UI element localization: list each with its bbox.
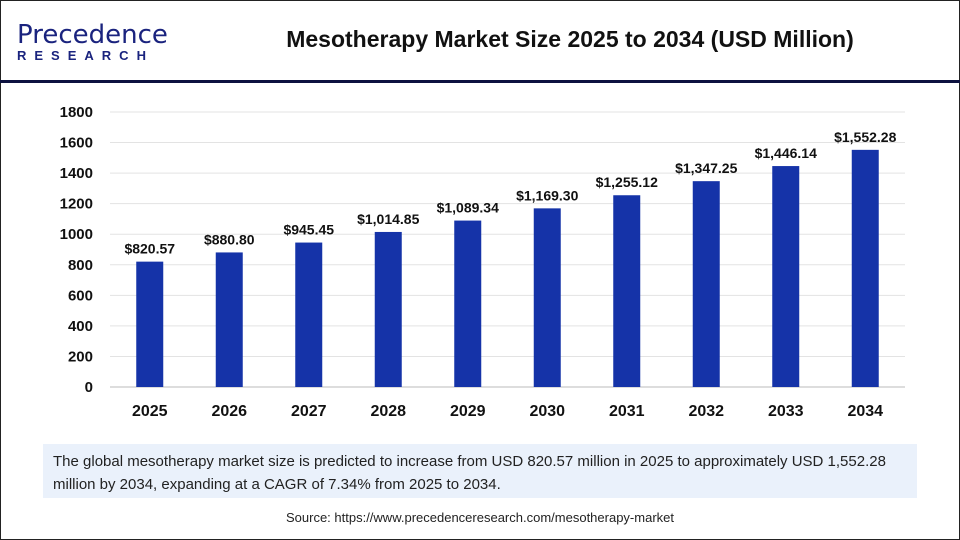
logo: Precedence RESEARCH <box>17 20 168 63</box>
data-label: $1,014.85 <box>357 211 419 227</box>
bar <box>374 231 402 387</box>
x-tick-label: 2033 <box>768 403 804 420</box>
data-label: $1,446.14 <box>755 145 817 161</box>
y-tick-label: 800 <box>68 257 93 274</box>
y-tick-label: 1000 <box>60 226 93 243</box>
y-tick-label: 1400 <box>60 165 93 182</box>
description-box: The global mesotherapy market size is pr… <box>43 444 917 498</box>
y-tick-label: 200 <box>68 348 93 365</box>
y-tick-label: 400 <box>68 318 93 335</box>
x-tick-label: 2028 <box>370 403 406 420</box>
y-tick-label: 600 <box>68 287 93 304</box>
bar <box>136 261 164 387</box>
source-text: Source: https://www.precedenceresearch.c… <box>285 510 674 525</box>
y-tick-label: 1800 <box>60 104 93 121</box>
logo-subtext: RESEARCH <box>17 48 154 63</box>
data-label: $1,552.28 <box>834 129 896 145</box>
bar <box>454 220 482 387</box>
logo-text: Precedence <box>17 20 168 50</box>
data-label: $1,347.25 <box>675 160 737 176</box>
chart-title: Mesotherapy Market Size 2025 to 2034 (US… <box>286 26 854 52</box>
x-tick-label: 2029 <box>450 403 486 420</box>
x-tick-label: 2025 <box>132 403 168 420</box>
bar <box>533 208 561 387</box>
bar <box>295 242 323 387</box>
header: Precedence RESEARCH Mesotherapy Market S… <box>0 0 960 83</box>
data-label: $1,255.12 <box>596 174 658 190</box>
bar-chart: 0 200 400 600 800 1000 1200 1400 1600 1800 $820.57… <box>60 104 905 420</box>
x-tick-label: 2034 <box>847 403 883 420</box>
data-label: $880.80 <box>204 231 255 247</box>
data-label: $820.57 <box>124 241 175 257</box>
y-tick-label: 0 <box>85 379 93 396</box>
data-label: $1,169.30 <box>516 187 578 203</box>
x-tick-label: 2031 <box>609 403 645 420</box>
x-tick-label: 2027 <box>291 403 327 420</box>
y-tick-label: 1200 <box>60 196 93 213</box>
bar <box>613 195 641 387</box>
bar <box>215 252 243 387</box>
bar <box>772 166 800 387</box>
x-tick-label: 2030 <box>529 403 565 420</box>
data-label: $945.45 <box>283 222 334 238</box>
bar <box>692 181 720 387</box>
data-label: $1,089.34 <box>437 200 499 216</box>
x-tick-label: 2032 <box>688 403 724 420</box>
x-tick-label: 2026 <box>211 403 247 420</box>
y-tick-label: 1600 <box>60 135 93 152</box>
bar <box>851 149 879 387</box>
